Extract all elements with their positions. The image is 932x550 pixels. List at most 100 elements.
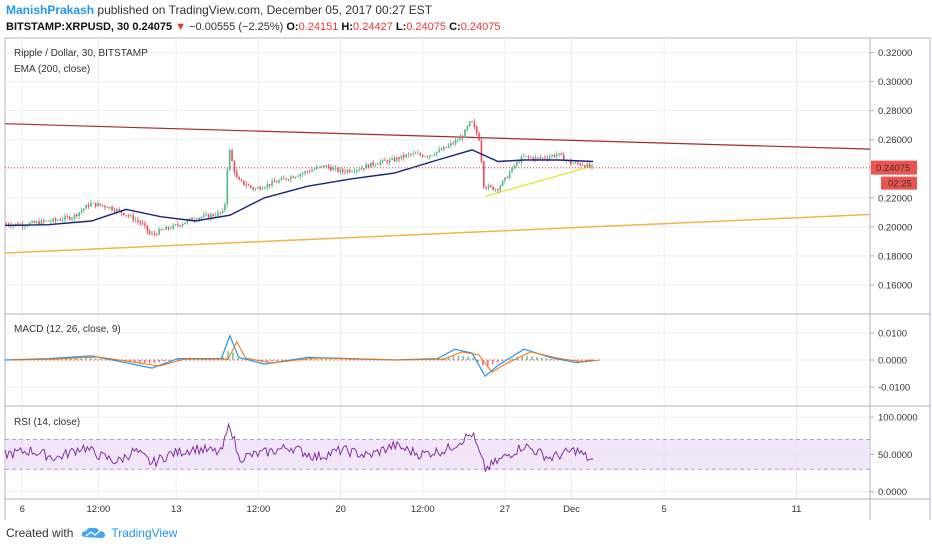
support-trendline (4, 213, 871, 254)
candle-body (452, 143, 455, 144)
candle-body (210, 214, 212, 218)
candle-body (146, 225, 149, 232)
y-tick-label: 100.0000 (878, 413, 918, 424)
candle-body (162, 229, 165, 231)
candle-body (188, 218, 191, 220)
last-price-marker: 0.24075 02:25 (871, 160, 917, 190)
candle-body (106, 207, 109, 209)
candle-body (351, 171, 353, 173)
candle-body (47, 220, 50, 222)
candle-body (525, 156, 527, 157)
candle-body (581, 165, 584, 166)
candle-body (193, 219, 196, 221)
candle-body (297, 176, 299, 177)
candle-body (172, 224, 175, 229)
y-tick-label: 0.28000 (878, 106, 912, 117)
candle-body (226, 169, 229, 205)
high-value: 0.24427 (353, 21, 393, 33)
price-pane: Ripple / Dollar, 30, BITSTAMP EMA (200, … (14, 48, 148, 75)
chart-area[interactable]: Ripple / Dollar, 30, BITSTAMP EMA (200, … (0, 0, 932, 520)
candle-body (104, 205, 106, 208)
candle-body (38, 221, 40, 225)
candle-body (137, 220, 139, 222)
candle-body (482, 161, 485, 188)
candle-body (252, 187, 255, 190)
candle-body (558, 153, 560, 155)
candle-body (487, 185, 490, 189)
candle-body (261, 188, 264, 190)
candle-body (400, 155, 403, 160)
candle-body (499, 185, 502, 191)
candle-body (268, 184, 271, 186)
x-tick-label: 12:00 (87, 504, 111, 515)
candle-body (471, 121, 473, 122)
candle-body (327, 165, 330, 168)
candle-body (155, 234, 158, 235)
candle-body (68, 216, 71, 220)
candle-body (490, 185, 492, 187)
countdown-label: 02:25 (888, 179, 912, 190)
candle-body (254, 188, 257, 190)
last-price-label: 0.24075 (876, 163, 910, 174)
candle-body (132, 215, 135, 221)
candle-body (555, 154, 558, 157)
ema-legend: EMA (200, close) (14, 64, 90, 75)
rsi-band (5, 439, 870, 470)
candle-body (184, 222, 186, 225)
candle-body (395, 157, 398, 161)
candle-body (299, 174, 302, 177)
candle-body (14, 223, 17, 225)
price-change: −0.00555 (−2.25%) (189, 21, 284, 33)
tradingview-link[interactable]: TradingView (111, 526, 178, 540)
open-value: 0.24151 (298, 21, 339, 33)
candle-body (315, 167, 318, 170)
candle-body (318, 166, 320, 168)
candle-body (59, 220, 62, 221)
macd-signal-line (11, 340, 601, 373)
candle-body (75, 214, 78, 216)
candle-body (313, 169, 316, 170)
candle-body (271, 181, 273, 186)
candle-body (426, 156, 429, 158)
candle-body (191, 218, 193, 221)
x-tick-label: 6 (20, 504, 25, 515)
candle-body (433, 154, 436, 156)
resistance-trendline (4, 123, 871, 150)
low-value: 0.24075 (406, 21, 447, 33)
candle-body (464, 129, 466, 138)
candle-body (141, 223, 144, 224)
x-tick-label: 27 (500, 504, 511, 515)
candle-body (301, 173, 304, 175)
candle-body (35, 221, 38, 223)
candle-body (442, 147, 445, 150)
candle-body (118, 209, 120, 211)
publish-info: ManishPrakash published on TradingView.c… (6, 3, 432, 17)
candle-body (139, 221, 142, 224)
candle-body (353, 171, 356, 173)
candle-body (513, 165, 516, 168)
candle-body (544, 157, 546, 159)
candle-body (101, 205, 104, 206)
candle-body (115, 209, 118, 212)
candle-body (179, 225, 182, 226)
candle-body (372, 162, 375, 165)
candle-body (113, 210, 116, 212)
author-name[interactable]: ManishPrakash (6, 3, 95, 17)
candle-body (92, 202, 95, 204)
y-tick-label: -0.0100 (878, 383, 910, 394)
candle-body (473, 121, 476, 127)
candle-body (235, 171, 238, 178)
candle-body (111, 206, 113, 211)
tradingview-cloud-icon[interactable] (81, 526, 107, 540)
candle-body (257, 187, 259, 189)
candle-body (424, 156, 426, 158)
candle-body (405, 154, 407, 158)
candle-body (553, 155, 556, 157)
candle-body (217, 212, 219, 216)
rsi-pane: RSI (14, close) (14, 417, 80, 428)
candle-body (125, 215, 127, 216)
candle-body (200, 216, 203, 218)
y-tick-label: 0.18000 (878, 251, 912, 262)
candle-body (275, 182, 278, 183)
candle-body (337, 167, 339, 172)
